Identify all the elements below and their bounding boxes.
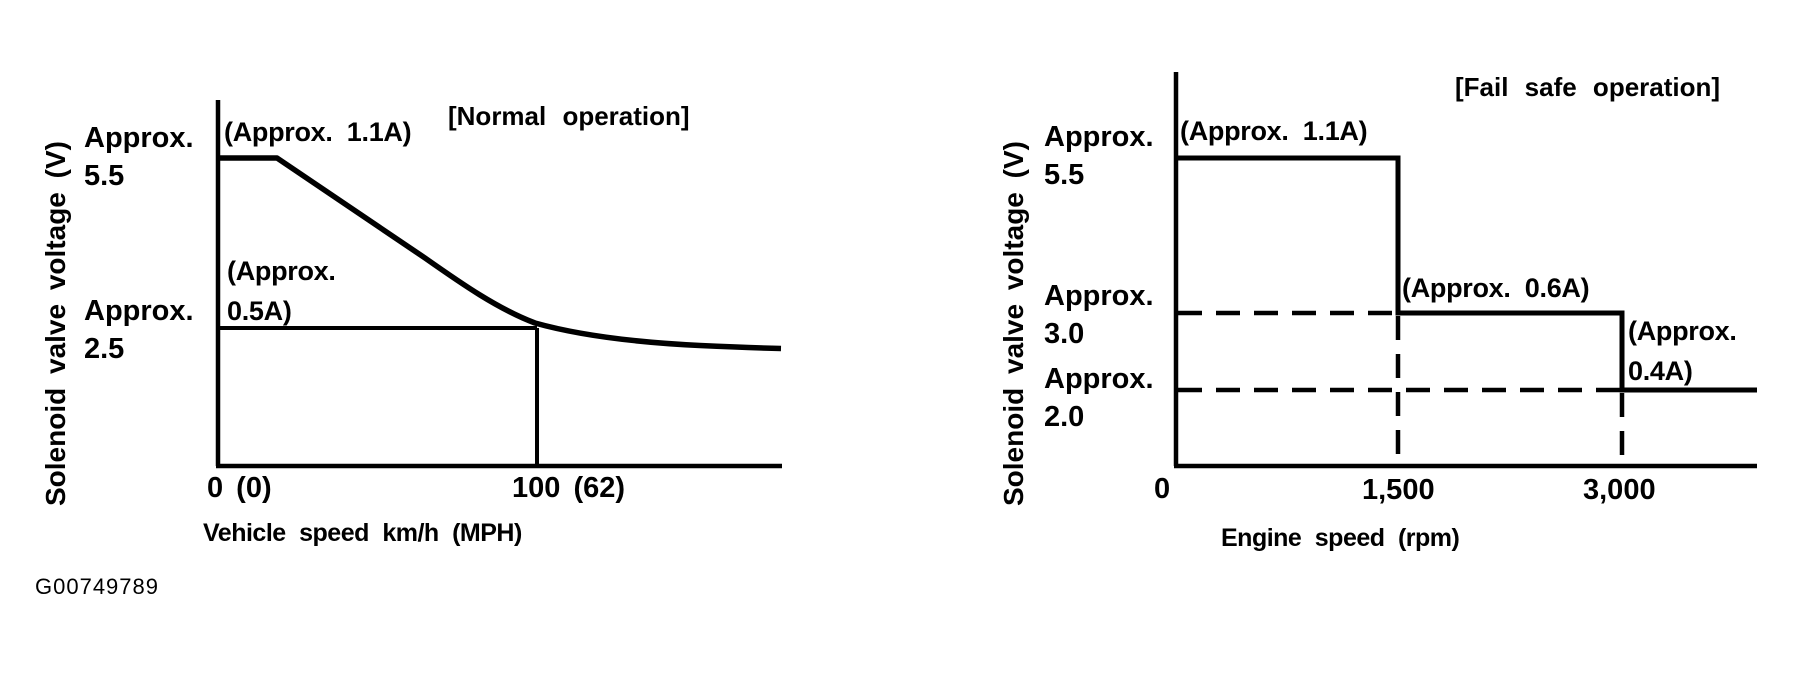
right-annotation-0-6a: (Approx. 0.6A)	[1402, 273, 1590, 303]
right-y-value-label-5-5: Approx. 5.5	[1044, 118, 1154, 194]
right-x-axis-label: Engine speed (rpm)	[1221, 524, 1460, 552]
right-y-value-2-0-number: 2.0	[1044, 401, 1085, 433]
right-voltage-step-line	[1178, 155, 1757, 393]
left-y-value-label-5-5: Approx. 5.5	[84, 119, 194, 195]
left-y-value-label-2-5: Approx. 2.5	[84, 292, 194, 368]
left-annotation-0-5a: (Approx. 0.5A)	[227, 251, 336, 331]
left-chart-axes	[215, 100, 782, 469]
right-dashed-reference-lines	[1178, 310, 1625, 466]
right-y-value-5-5-number: 5.5	[1044, 159, 1085, 191]
right-annotation-0-4a-line1: (Approx.	[1628, 316, 1737, 346]
left-chart-title: [Normal operation]	[448, 101, 690, 131]
left-x-tick-0: 0 (0)	[207, 472, 272, 504]
right-y-value-2-0-prefix: Approx.	[1044, 363, 1154, 395]
left-voltage-curve	[220, 155, 782, 352]
right-y-value-5-5-prefix: Approx.	[1044, 121, 1154, 153]
right-x-tick-1500: 1,500	[1362, 474, 1435, 506]
right-annotation-0-4a: (Approx. 0.4A)	[1628, 311, 1737, 391]
left-annotation-0-5a-line1: (Approx.	[227, 256, 336, 286]
left-x-tick-100: 100 (62)	[512, 472, 626, 504]
right-y-value-3-0-prefix: Approx.	[1044, 280, 1154, 312]
left-y-value-5-5-number: 5.5	[84, 160, 125, 192]
left-annotation-0-5a-line2: 0.5A)	[227, 296, 292, 326]
left-y-axis-label: Solenoid valve voltage (V)	[40, 141, 71, 506]
right-y-value-label-3-0: Approx. 3.0	[1044, 277, 1154, 353]
right-chart-axes	[1173, 72, 1757, 469]
right-x-tick-0: 0	[1154, 473, 1171, 505]
left-x-axis-label: Vehicle speed km/h (MPH)	[203, 519, 522, 547]
right-chart-title: [Fail safe operation]	[1455, 72, 1721, 102]
left-y-value-2-5-number: 2.5	[84, 333, 125, 365]
right-y-axis-label: Solenoid valve voltage (V)	[998, 141, 1029, 506]
left-reference-outline	[220, 326, 539, 466]
right-annotation-0-4a-line2: 0.4A)	[1628, 356, 1693, 386]
right-y-value-3-0-number: 3.0	[1044, 318, 1085, 350]
figure-code: G00749789	[35, 574, 159, 599]
right-annotation-1-1a: (Approx. 1.1A)	[1180, 116, 1368, 146]
right-y-value-label-2-0: Approx. 2.0	[1044, 360, 1154, 436]
right-x-tick-3000: 3,000	[1583, 474, 1656, 506]
left-y-value-2-5-prefix: Approx.	[84, 295, 194, 327]
left-y-value-5-5-prefix: Approx.	[84, 122, 194, 154]
left-annotation-1-1a: (Approx. 1.1A)	[224, 117, 412, 147]
